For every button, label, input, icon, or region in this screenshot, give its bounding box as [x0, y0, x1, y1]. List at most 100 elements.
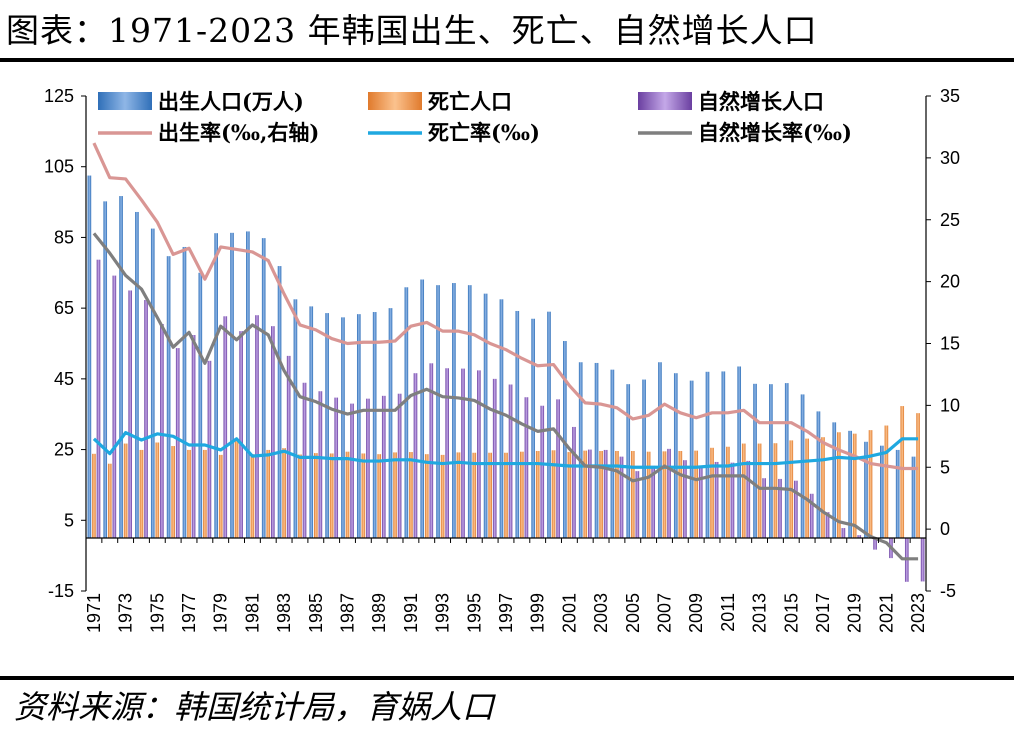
natural-increase-bar [223, 316, 228, 538]
natural-increase-bar [175, 348, 180, 538]
birth-bar [911, 456, 916, 538]
death-bar [726, 446, 730, 538]
natural-increase-bar [350, 403, 354, 538]
birth-bar [769, 384, 773, 538]
birth-bar [626, 384, 631, 538]
death-bar [234, 439, 239, 538]
natural-increase-bar [825, 512, 830, 538]
x-tick-label: 1987 [338, 593, 358, 633]
birth-bar [753, 383, 757, 538]
x-tick-label: 1989 [369, 593, 389, 633]
x-tick-label: 2015 [781, 593, 801, 633]
death-bar [123, 443, 128, 538]
birth-bar [309, 306, 314, 538]
chart-title: 图表：1971-2023 年韩国出生、死亡、自然增长人口 [6, 11, 818, 50]
birth-bar [689, 380, 694, 538]
birth-rate-line [92, 142, 919, 471]
natural-increase-bar [603, 449, 608, 538]
line-layer [92, 142, 919, 561]
death-bar [171, 446, 175, 538]
birth-bar [230, 232, 234, 538]
death-bar [884, 425, 889, 538]
right-tick-label: 35 [940, 86, 960, 106]
death-bar [567, 452, 572, 538]
natural-increase-bar [96, 259, 101, 538]
birth-bar [150, 228, 155, 538]
natural-increase-bar [857, 535, 862, 538]
x-tick-label: 2009 [686, 593, 706, 633]
natural-increase-bar [318, 391, 323, 538]
birth-bar [547, 311, 551, 538]
natural-increase-bar [540, 405, 545, 538]
death-bar [282, 448, 286, 538]
x-tick-label: 1993 [433, 593, 453, 633]
death-bar-legend-swatch [368, 92, 422, 110]
source-note: 资料来源：韩国统计局，育娲人口 [14, 688, 495, 726]
natural-increase-bar [128, 290, 133, 538]
death-bar [599, 450, 603, 538]
death-bar [630, 450, 635, 538]
x-tick-label: 1983 [274, 593, 294, 633]
x-tick-label: 1985 [306, 593, 326, 633]
birth-bar [737, 366, 742, 538]
death-bar [662, 451, 667, 538]
natural-increase-bar [667, 448, 671, 538]
death-bar [107, 463, 112, 538]
x-tick-label: 1999 [528, 593, 548, 633]
natural-increase-bar [651, 465, 656, 538]
death-bar [535, 450, 540, 538]
left-tick-label: 25 [54, 440, 74, 460]
natural-increase-bar [302, 382, 307, 538]
birth-bar [214, 233, 218, 538]
birth-bar [895, 449, 900, 538]
x-tick-label: 2001 [559, 593, 579, 633]
x-tick-label: 2017 [813, 593, 833, 633]
x-tick-label: 1991 [401, 593, 421, 633]
x-tick-label: 1973 [116, 593, 136, 633]
natural-increase-bar [492, 378, 497, 538]
natural-increase-bar [778, 478, 782, 538]
natural-increase-bar [160, 324, 164, 538]
death-bar [139, 449, 144, 538]
birth-bar [880, 445, 884, 538]
birth-bar [325, 313, 329, 538]
death-bar [837, 432, 841, 538]
x-tick-label: 2021 [876, 593, 896, 633]
birth-bar [467, 285, 472, 538]
birth-bar [816, 411, 821, 538]
birth-bar [800, 394, 805, 538]
death-bar [710, 447, 714, 538]
birth-bar [182, 246, 187, 538]
birth-bar [261, 238, 266, 538]
death-bar [218, 454, 223, 538]
x-tick-label: 2007 [654, 593, 674, 633]
death-bar [615, 450, 619, 538]
natural-increase-bar [112, 275, 117, 538]
natural-increase-bar [144, 300, 148, 538]
death-bar-legend-label: 死亡人口 [428, 89, 512, 114]
death-bar [313, 453, 318, 538]
birth-bar [87, 175, 92, 538]
natural-increase-bar [334, 397, 339, 538]
birth-bar [103, 201, 108, 538]
right-tick-label: 30 [940, 148, 960, 168]
death-bar [361, 453, 366, 538]
left-tick-label: 45 [54, 369, 74, 389]
x-tick-label: 2013 [750, 593, 770, 633]
x-tick-label: 2003 [591, 593, 611, 633]
bar-layer [87, 175, 925, 582]
left-tick-label: 65 [54, 298, 74, 318]
birth-bar [436, 285, 440, 538]
x-tick-label: 1995 [464, 593, 484, 633]
birth-bar [166, 256, 171, 538]
natural-increase-bar [746, 460, 751, 538]
birth-bar [610, 369, 615, 538]
x-tick-label: 1981 [242, 593, 262, 633]
natural-increase-bar [714, 461, 719, 538]
birth-bar [642, 379, 646, 538]
death-bar [92, 453, 96, 538]
natural-increase-bar [873, 537, 877, 550]
natural-increase-bar [239, 331, 243, 538]
birth-bar [515, 310, 520, 538]
birth-bar [578, 362, 583, 538]
